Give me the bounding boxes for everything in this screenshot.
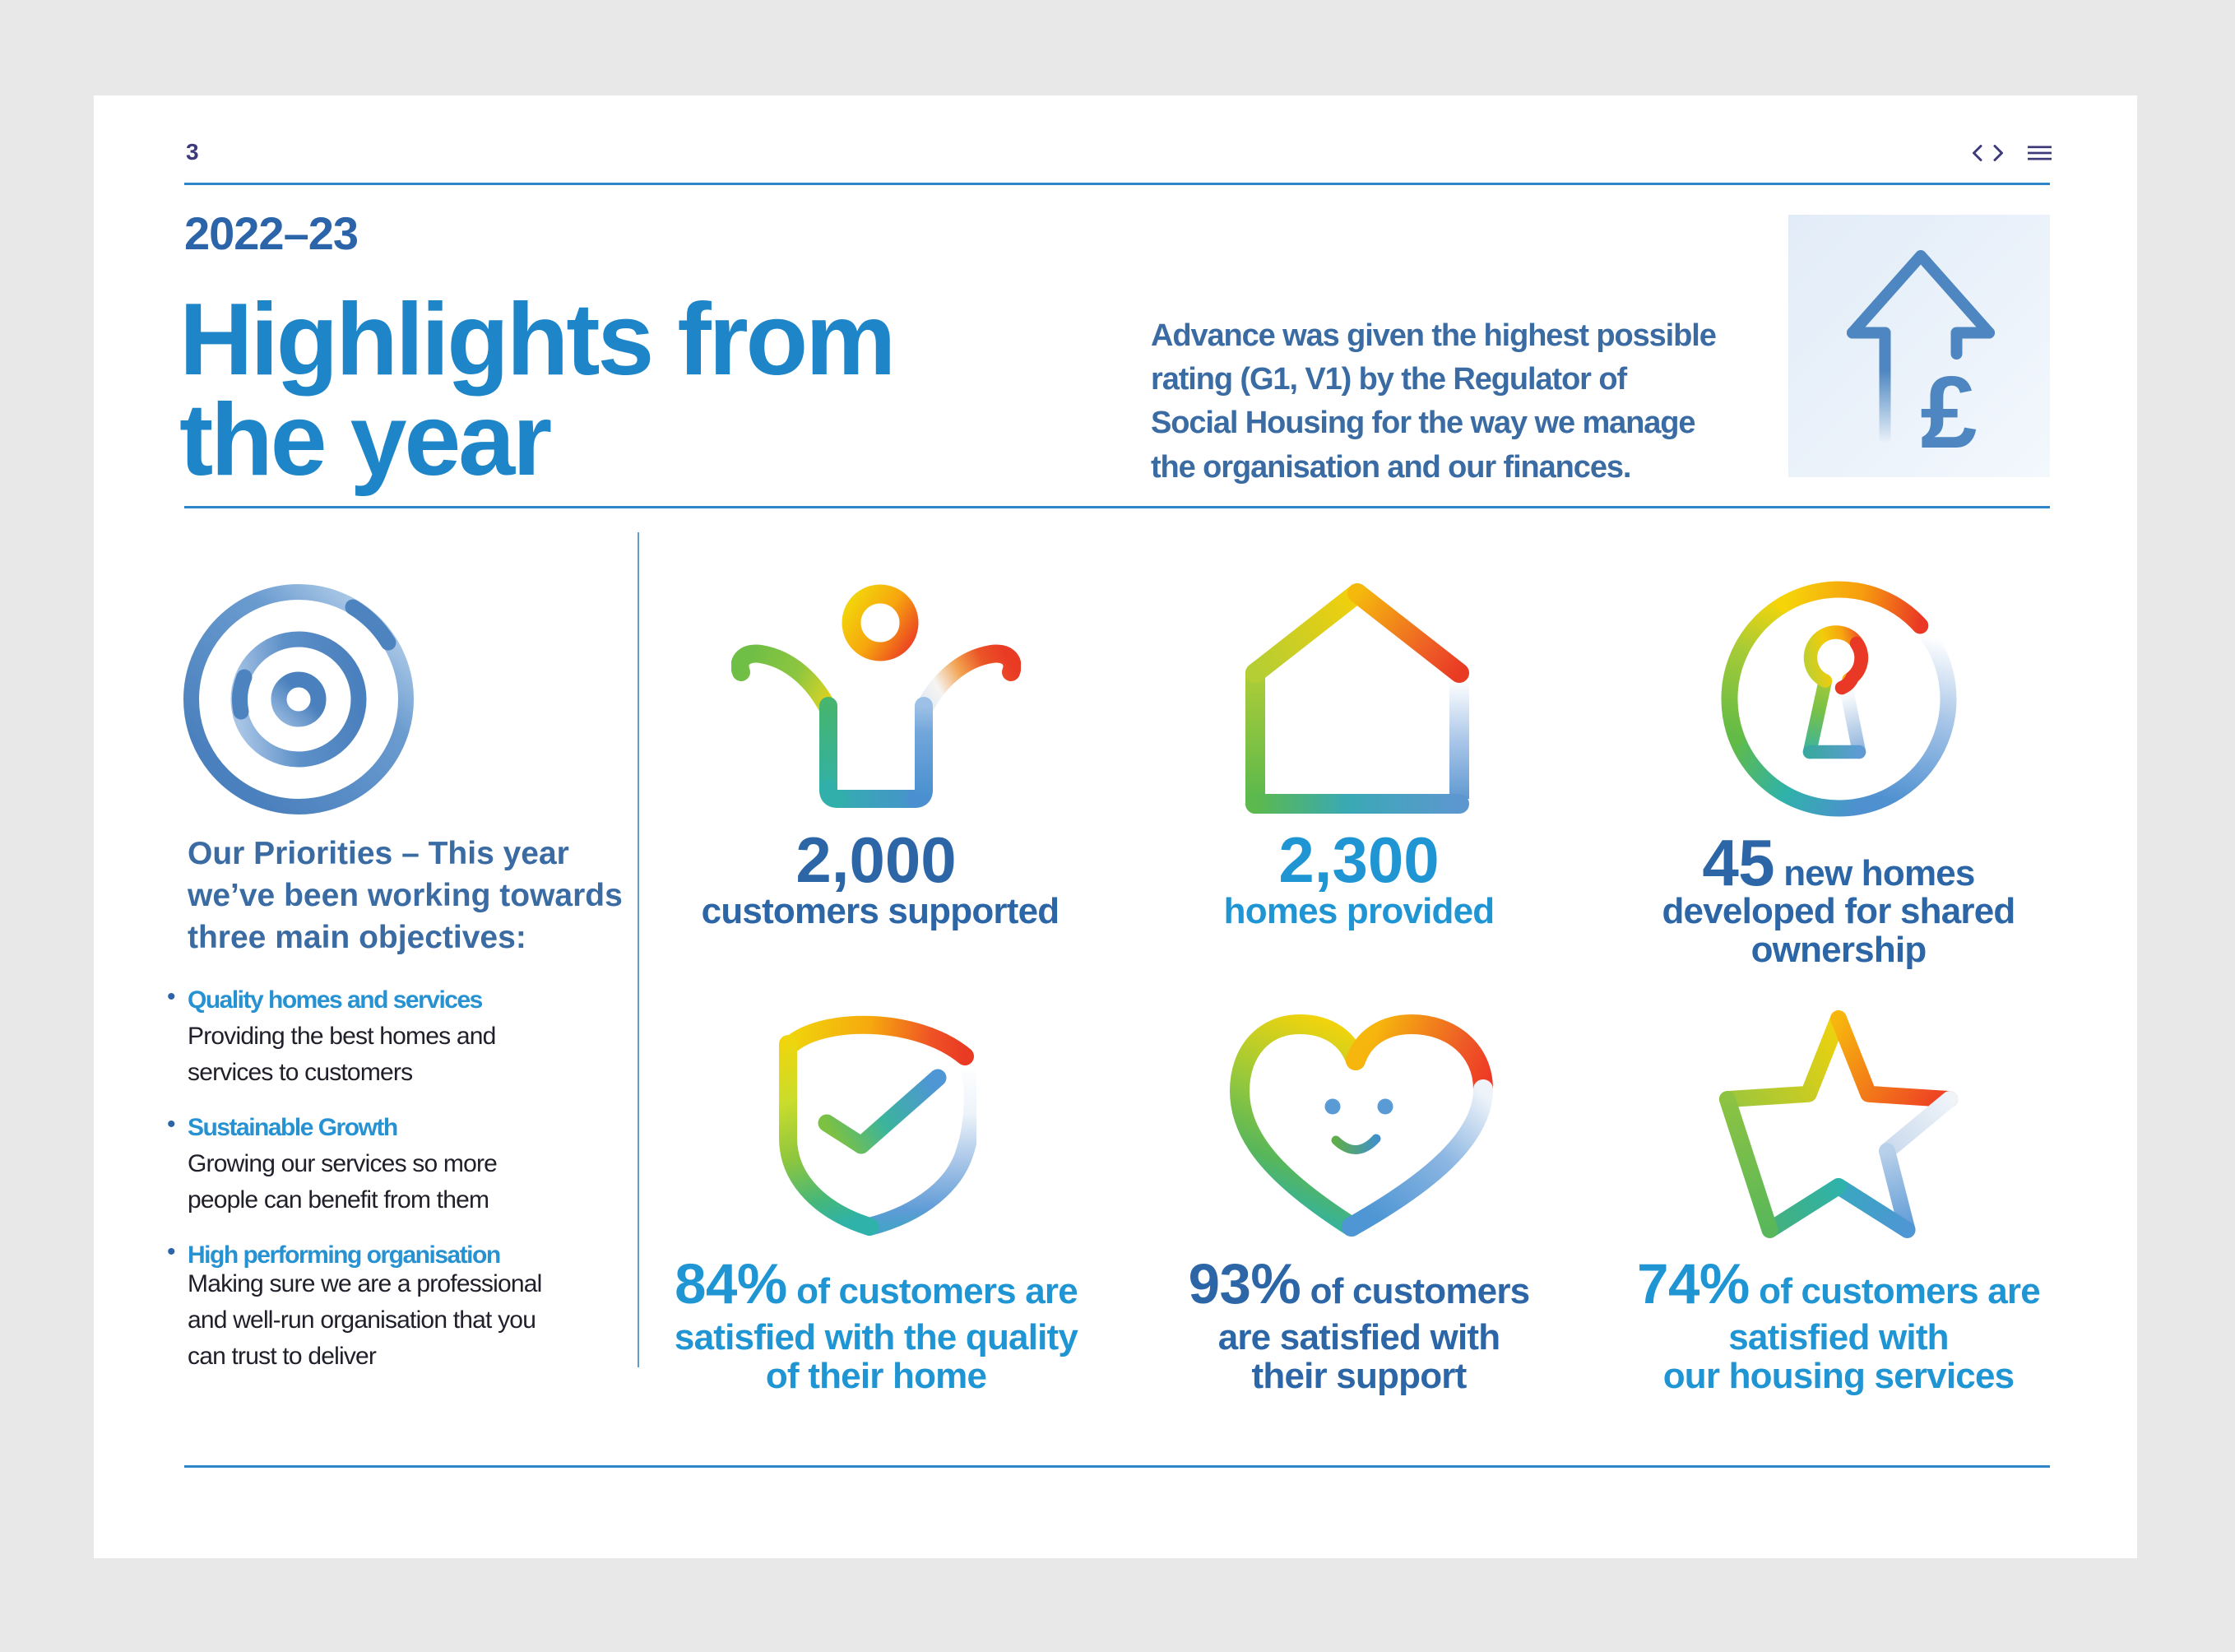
svg-text:£: £ [1921,356,1978,470]
